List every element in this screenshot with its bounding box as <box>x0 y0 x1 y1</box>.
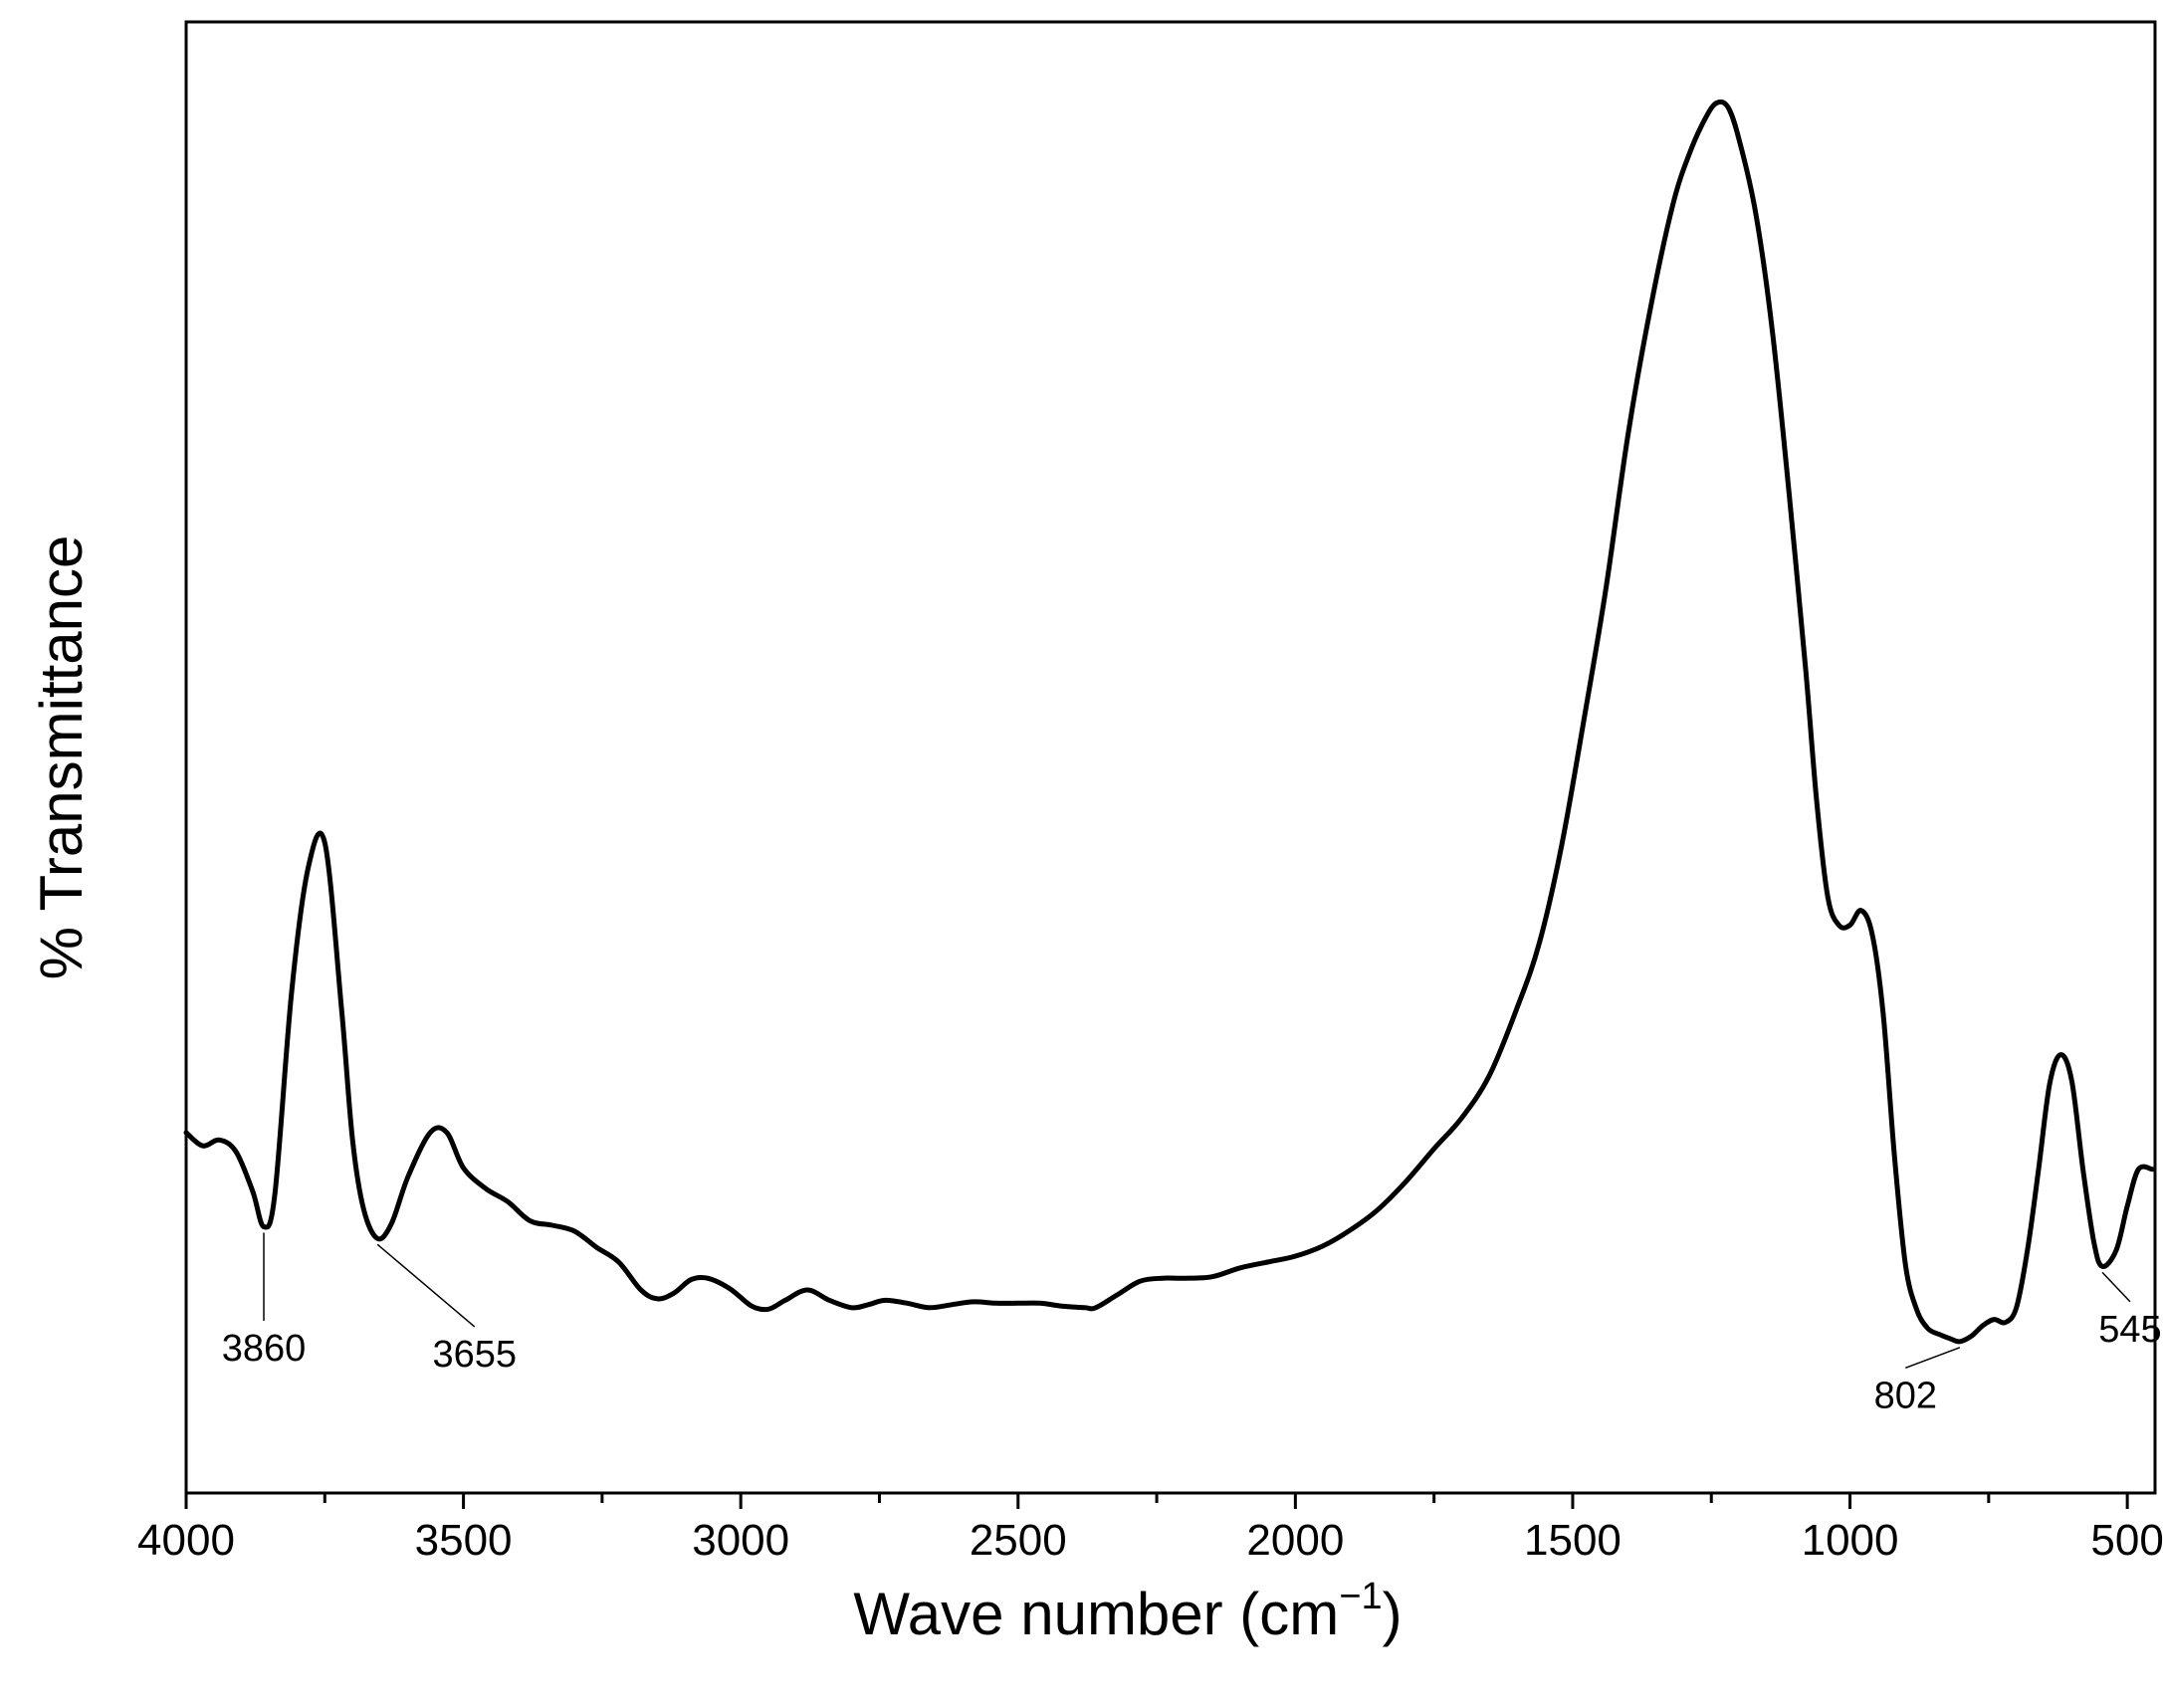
annotation-label: 3655 <box>432 1334 517 1376</box>
annotation-label: 3860 <box>222 1328 307 1370</box>
y-axis-title: % Transmittance <box>28 535 95 980</box>
x-tick-label: 4000 <box>137 1516 235 1565</box>
annotation-leader <box>376 1243 476 1328</box>
annotation-leader <box>1905 1347 1961 1369</box>
x-axis-title: Wave number (cm−1) <box>853 1576 1402 1647</box>
annotation-leader <box>2101 1271 2131 1303</box>
x-tick-label: 2500 <box>970 1516 1067 1565</box>
annotation-label: 802 <box>1874 1375 1937 1416</box>
series-line <box>183 99 2155 1345</box>
x-tick-label: 1500 <box>1524 1516 1622 1565</box>
x-axis-tick-labels: 4000 3500 3000 2500 2000 1500 1000 500 <box>137 1516 2163 1565</box>
annotation-label: 545 <box>2098 1309 2161 1351</box>
x-tick-label: 2000 <box>1246 1516 1344 1565</box>
peak-annotations: 3860 3655 802 545 <box>222 1232 2162 1416</box>
plot-frame <box>184 20 2157 1495</box>
x-tick-label: 1000 <box>1802 1516 1899 1565</box>
x-tick-label: 3000 <box>692 1516 789 1565</box>
x-axis-ticks <box>184 1493 2129 1509</box>
x-tick-label: 500 <box>2090 1516 2163 1565</box>
x-tick-label: 3500 <box>415 1516 513 1565</box>
